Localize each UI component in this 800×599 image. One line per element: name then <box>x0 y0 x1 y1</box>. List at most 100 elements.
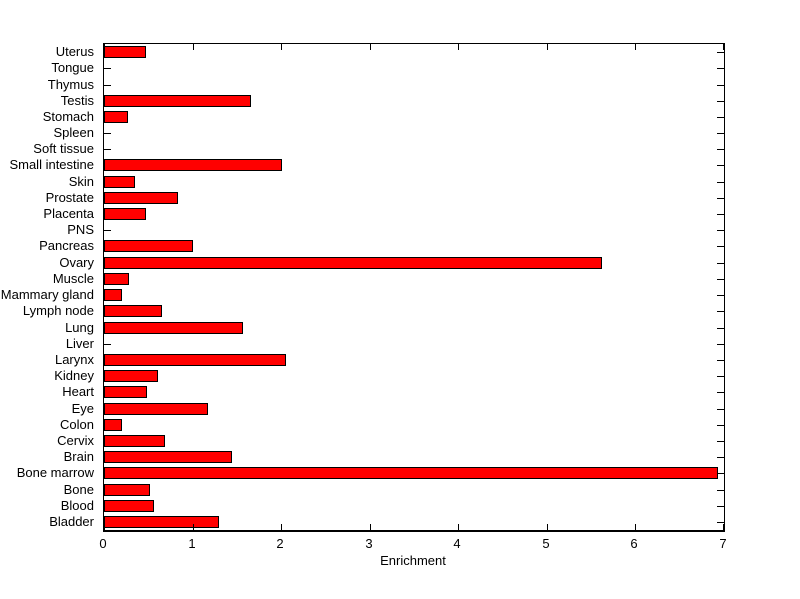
y-tick-mark <box>104 68 111 69</box>
x-tick-mark <box>635 524 636 530</box>
y-tick-label-larynx: Larynx <box>54 352 94 367</box>
x-tick-mark <box>193 524 194 530</box>
x-tick-label-7: 7 <box>719 536 727 551</box>
y-tick-label-colon: Colon <box>60 417 94 432</box>
bar-larynx <box>104 354 286 366</box>
bar-lymph-node <box>104 305 162 317</box>
bar-heart <box>104 386 147 398</box>
y-tick-label-prostate: Prostate <box>45 190 94 205</box>
x-tick-mark <box>458 524 459 530</box>
x-tick-mark <box>723 524 724 530</box>
y-tick-mark <box>717 214 724 215</box>
x-tick-mark <box>281 524 282 530</box>
y-tick-label-bone: Bone <box>63 482 94 497</box>
y-tick-label-eye: Eye <box>71 401 94 416</box>
y-tick-mark <box>717 85 724 86</box>
y-tick-label-stomach: Stomach <box>42 109 94 124</box>
y-tick-mark <box>717 182 724 183</box>
y-tick-mark <box>717 506 724 507</box>
y-tick-mark <box>717 295 724 296</box>
y-tick-mark <box>104 344 111 345</box>
y-tick-mark <box>717 360 724 361</box>
y-tick-label-lymph-node: Lymph node <box>22 303 94 318</box>
bar-brain <box>104 451 232 463</box>
bar-small-intestine <box>104 159 282 171</box>
y-tick-mark <box>717 198 724 199</box>
x-tick-mark <box>635 44 636 50</box>
y-tick-mark <box>717 522 724 523</box>
bar-stomach <box>104 111 128 123</box>
bar-blood <box>104 500 154 512</box>
bar-placenta <box>104 208 146 220</box>
y-axis-tick-labels: Uterus Tongue Thymus Testis Stomach Spleen Sof… <box>0 44 98 530</box>
y-tick-label-bladder: Bladder <box>49 514 94 529</box>
bar-ovary <box>104 257 602 269</box>
y-tick-label-skin: Skin <box>68 174 94 189</box>
bar-bone-marrow <box>104 467 718 479</box>
y-tick-mark <box>717 425 724 426</box>
bar-muscle <box>104 273 129 285</box>
y-tick-mark <box>717 117 724 118</box>
x-tick-mark <box>193 44 194 50</box>
x-tick-mark <box>547 524 548 530</box>
x-tick-mark <box>370 524 371 530</box>
x-axis-tick-labels: 0 1 2 3 4 5 6 7 <box>0 536 800 552</box>
y-tick-mark <box>717 457 724 458</box>
y-tick-label-small-intestine: Small intestine <box>9 157 94 172</box>
y-tick-label-muscle: Muscle <box>52 271 94 286</box>
y-tick-label-spleen: Spleen <box>53 125 94 140</box>
y-tick-mark <box>717 263 724 264</box>
y-tick-mark <box>717 52 724 53</box>
bar-pancreas <box>104 240 193 252</box>
y-tick-label-mammary-gland: Mammary gland <box>0 287 94 302</box>
bar-lung <box>104 322 243 334</box>
x-tick-label-4: 4 <box>453 536 461 551</box>
bar-bone <box>104 484 150 496</box>
x-tick-label-2: 2 <box>276 536 284 551</box>
y-tick-label-placenta: Placenta <box>43 206 94 221</box>
y-tick-mark <box>717 328 724 329</box>
y-tick-mark <box>717 392 724 393</box>
x-tick-mark <box>370 44 371 50</box>
y-tick-mark <box>104 85 111 86</box>
x-tick-label-6: 6 <box>630 536 638 551</box>
y-tick-mark <box>717 165 724 166</box>
y-tick-mark <box>717 101 724 102</box>
plot-area <box>103 43 725 532</box>
x-axis-title: Enrichment <box>380 553 446 568</box>
y-tick-label-kidney: Kidney <box>54 368 94 383</box>
bar-eye <box>104 403 208 415</box>
bar-mammary-gland <box>104 289 122 301</box>
y-tick-mark <box>717 376 724 377</box>
y-tick-label-blood: Blood <box>60 498 94 513</box>
bar-bladder <box>104 516 219 528</box>
y-tick-mark <box>717 473 724 474</box>
y-tick-label-pancreas: Pancreas <box>39 238 94 253</box>
x-tick-label-1: 1 <box>188 536 196 551</box>
x-tick-label-0: 0 <box>99 536 107 551</box>
y-tick-label-ovary: Ovary <box>59 255 94 270</box>
y-tick-mark <box>717 279 724 280</box>
y-tick-mark <box>717 149 724 150</box>
x-tick-mark <box>281 44 282 50</box>
bar-prostate <box>104 192 178 204</box>
y-tick-mark <box>717 490 724 491</box>
y-tick-mark <box>717 311 724 312</box>
y-tick-label-cervix: Cervix <box>57 433 94 448</box>
bar-testis <box>104 95 251 107</box>
x-tick-label-5: 5 <box>542 536 550 551</box>
y-tick-mark <box>717 409 724 410</box>
y-tick-label-testis: Testis <box>60 93 94 108</box>
x-tick-mark <box>458 44 459 50</box>
x-tick-mark <box>104 44 105 50</box>
y-tick-label-soft-tissue: Soft tissue <box>33 141 94 156</box>
x-tick-mark <box>104 524 105 530</box>
x-tick-mark <box>723 44 724 50</box>
y-tick-mark <box>104 133 111 134</box>
y-tick-label-brain: Brain <box>63 449 94 464</box>
y-tick-label-uterus: Uterus <box>55 44 94 59</box>
y-tick-label-liver: Liver <box>65 336 94 351</box>
y-tick-label-bone-marrow: Bone marrow <box>16 465 94 480</box>
y-tick-label-lung: Lung <box>65 320 94 335</box>
